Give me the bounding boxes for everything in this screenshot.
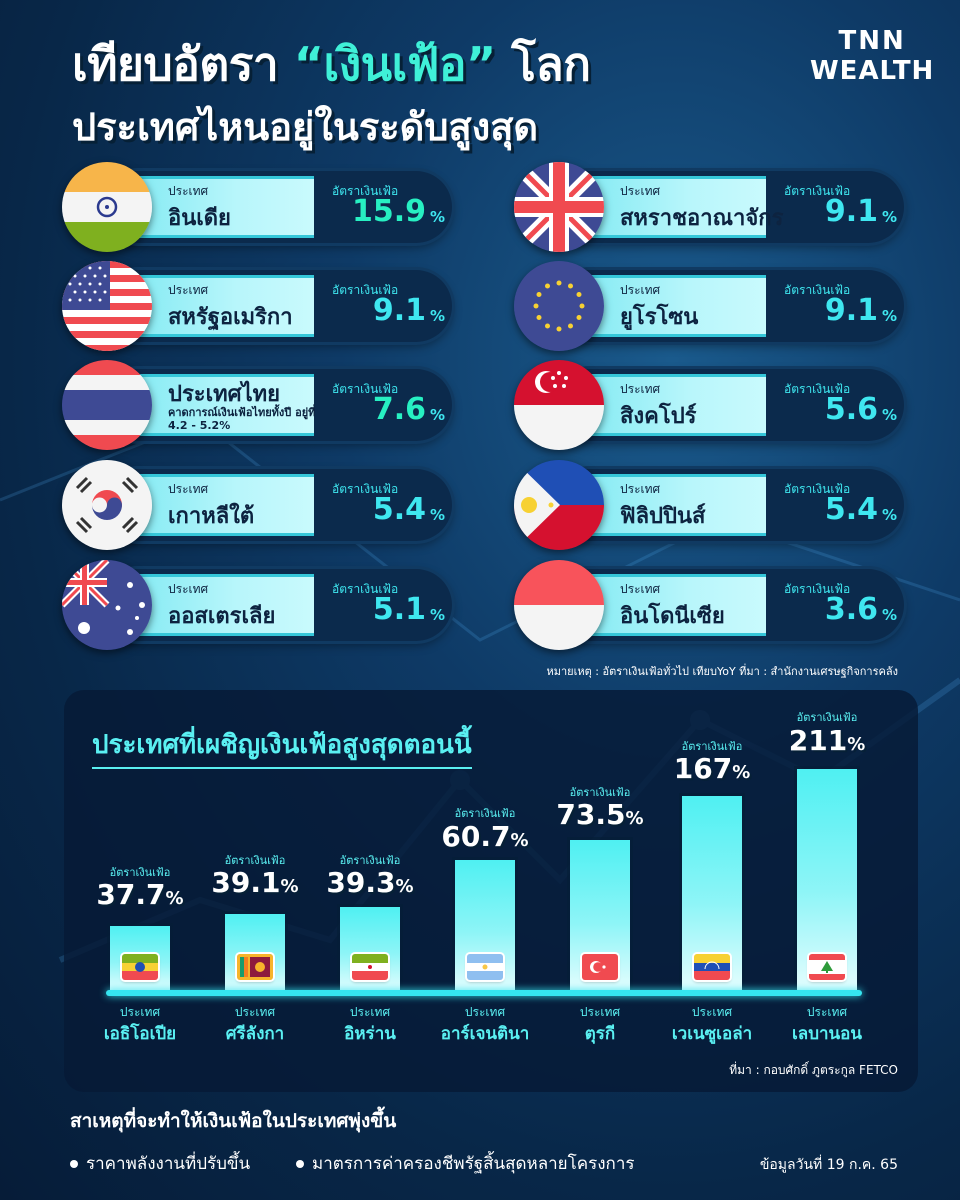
tnn-wealth-logo: TNN WEALTH [810, 26, 935, 86]
bar-argentina [455, 860, 515, 992]
inflation-value: 3.6 [824, 592, 878, 627]
chart-source: ที่มา : กอบศักดิ์ ภูตระกูล FETCO [729, 1063, 898, 1077]
turkey-flag-icon [582, 954, 618, 980]
south-korea-flag-icon [62, 460, 152, 550]
country-name: อินเดีย [168, 206, 231, 231]
bar-country-name: เวเนซูเอล่า [671, 1024, 753, 1044]
bar-value-ethiopia: 37.7% [96, 878, 184, 911]
usa-flag-icon [62, 261, 152, 351]
country-card-thailand: ประเทศไทย คาดการณ์เงินเฟ้อไทยทั้งปี อยู่… [62, 360, 452, 450]
bullet-icon [296, 1160, 304, 1168]
country-card-singapore: ประเทศ สิงคโปร์ อัตราเงินเฟ้อ 5.6 % [514, 360, 904, 450]
chart-baseline [106, 990, 862, 996]
country-name: ยูโรโซน [620, 305, 699, 330]
causes-title: สาเหตุที่จะทำให้เงินเฟ้อในประเทศพุ่งขึ้น [70, 1110, 397, 1132]
bar-venezuela [682, 796, 742, 992]
inflation-value: 15.9 [351, 194, 426, 229]
inflation-value: 9.1 [824, 194, 878, 229]
country-name: เกาหลีใต้ [168, 504, 255, 529]
bar-turkey [570, 840, 630, 992]
country-card-south-korea: ประเทศ เกาหลีใต้ อัตราเงินเฟ้อ 5.4 % [62, 460, 452, 550]
country-name: อินโดนีเซีย [620, 604, 725, 629]
country-card-philippines: ประเทศ ฟิลิปปินส์ อัตราเงินเฟ้อ 5.4 % [514, 460, 904, 550]
bar-country-name: เลบานอน [791, 1024, 863, 1044]
uk-flag-icon [514, 162, 604, 252]
inflation-value: 5.4 [372, 492, 426, 527]
bar-value-lebanon: 211% [788, 724, 866, 757]
bar-country-name: เอธิโอเปีย [103, 1024, 177, 1044]
country-name: สหรัฐอเมริกา [168, 305, 293, 330]
country-card-india: ประเทศ อินเดีย อัตราเงินเฟ้อ 15.9 % [62, 162, 452, 252]
inflation-value: 5.6 [824, 392, 878, 427]
bar-iran [340, 907, 400, 992]
data-date: ข้อมูลวันที่ 19 ก.ค. 65 [759, 1157, 898, 1173]
source-note: หมายเหตุ : อัตราเงินเฟ้อทั่วไป เทียบYoY … [546, 665, 898, 678]
inflation-value: 9.1 [372, 293, 426, 328]
bar-country-name: อิหร่าน [344, 1024, 396, 1044]
country-card-uk: ประเทศ สหราชอาณาจักร อัตราเงินเฟ้อ 9.1 % [514, 162, 904, 252]
iran-flag-icon [352, 954, 388, 980]
bar-country-name: ตุรกี [584, 1024, 616, 1044]
lebanon-flag-icon [809, 954, 845, 980]
page-title: เทียบอัตรา “เงินเฟ้อ” โลก [72, 37, 591, 91]
ethiopia-flag-icon [122, 954, 158, 980]
country-card-usa: ประเทศ สหรัฐอเมริกา อัตราเงินเฟ้อ 9.1 % [62, 261, 452, 351]
argentina-flag-icon [467, 954, 503, 980]
bar-value-venezuela: 167% [673, 752, 751, 785]
thailand-flag-icon [62, 360, 152, 450]
country-name: ออสเตรเลีย [168, 604, 276, 629]
bar-value-iran: 39.3% [326, 866, 414, 899]
cause-item: มาตรการค่าครองชีพรัฐสิ้นสุดหลายโครงการ [296, 1150, 635, 1177]
inflation-value: 7.6 [372, 392, 426, 427]
philippines-flag-icon [514, 460, 604, 550]
bar-lebanon [797, 769, 857, 992]
inflation-value: 5.4 [824, 492, 878, 527]
country-name: สหราชอาณาจักร [620, 206, 784, 231]
page-subtitle: ประเทศไหนอยู่ในระดับสูงสุด [72, 105, 539, 149]
australia-flag-icon [62, 560, 152, 650]
bar-sri-lanka [225, 914, 285, 992]
bar-country-name: ศรีลังกา [225, 1024, 285, 1044]
bar-ethiopia [110, 926, 170, 992]
country-name: ประเทศไทย [168, 382, 281, 407]
country-card-eurozone: ประเทศ ยูโรโซน อัตราเงินเฟ้อ 9.1 % [514, 261, 904, 351]
bar-value-turkey: 73.5% [556, 798, 644, 831]
country-name: ฟิลิปปินส์ [620, 504, 706, 529]
bar-value-argentina: 60.7% [441, 820, 529, 853]
inflation-value: 5.1 [372, 592, 426, 627]
thailand-forecast-note: คาดการณ์เงินเฟ้อไทยทั้งปี อยู่ที่ 4.2 - … [168, 406, 316, 432]
country-card-australia: ประเทศ ออสเตรเลีย อัตราเงินเฟ้อ 5.1 % [62, 560, 452, 650]
indonesia-flag-icon [514, 560, 604, 650]
india-flag-icon [62, 162, 152, 252]
country-card-indonesia: ประเทศ อินโดนีเซีย อัตราเงินเฟ้อ 3.6 % [514, 560, 904, 650]
bar-value-sri-lanka: 39.1% [211, 866, 299, 899]
singapore-flag-icon [514, 360, 604, 450]
venezuela-flag-icon [694, 954, 730, 980]
bar-country-name: อาร์เจนตินา [440, 1024, 530, 1044]
country-name: สิงคโปร์ [620, 404, 697, 429]
title-highlight: “เงินเฟ้อ” [293, 37, 497, 91]
eu-flag-icon [514, 261, 604, 351]
inflation-value: 9.1 [824, 293, 878, 328]
bullet-icon [70, 1160, 78, 1168]
cause-item: ราคาพลังงานที่ปรับขึ้น [70, 1150, 250, 1177]
sri-lanka-flag-icon [237, 954, 273, 980]
chart-title: ประเทศที่เผชิญเงินเฟ้อสูงสุดตอนนี้ [92, 724, 472, 769]
